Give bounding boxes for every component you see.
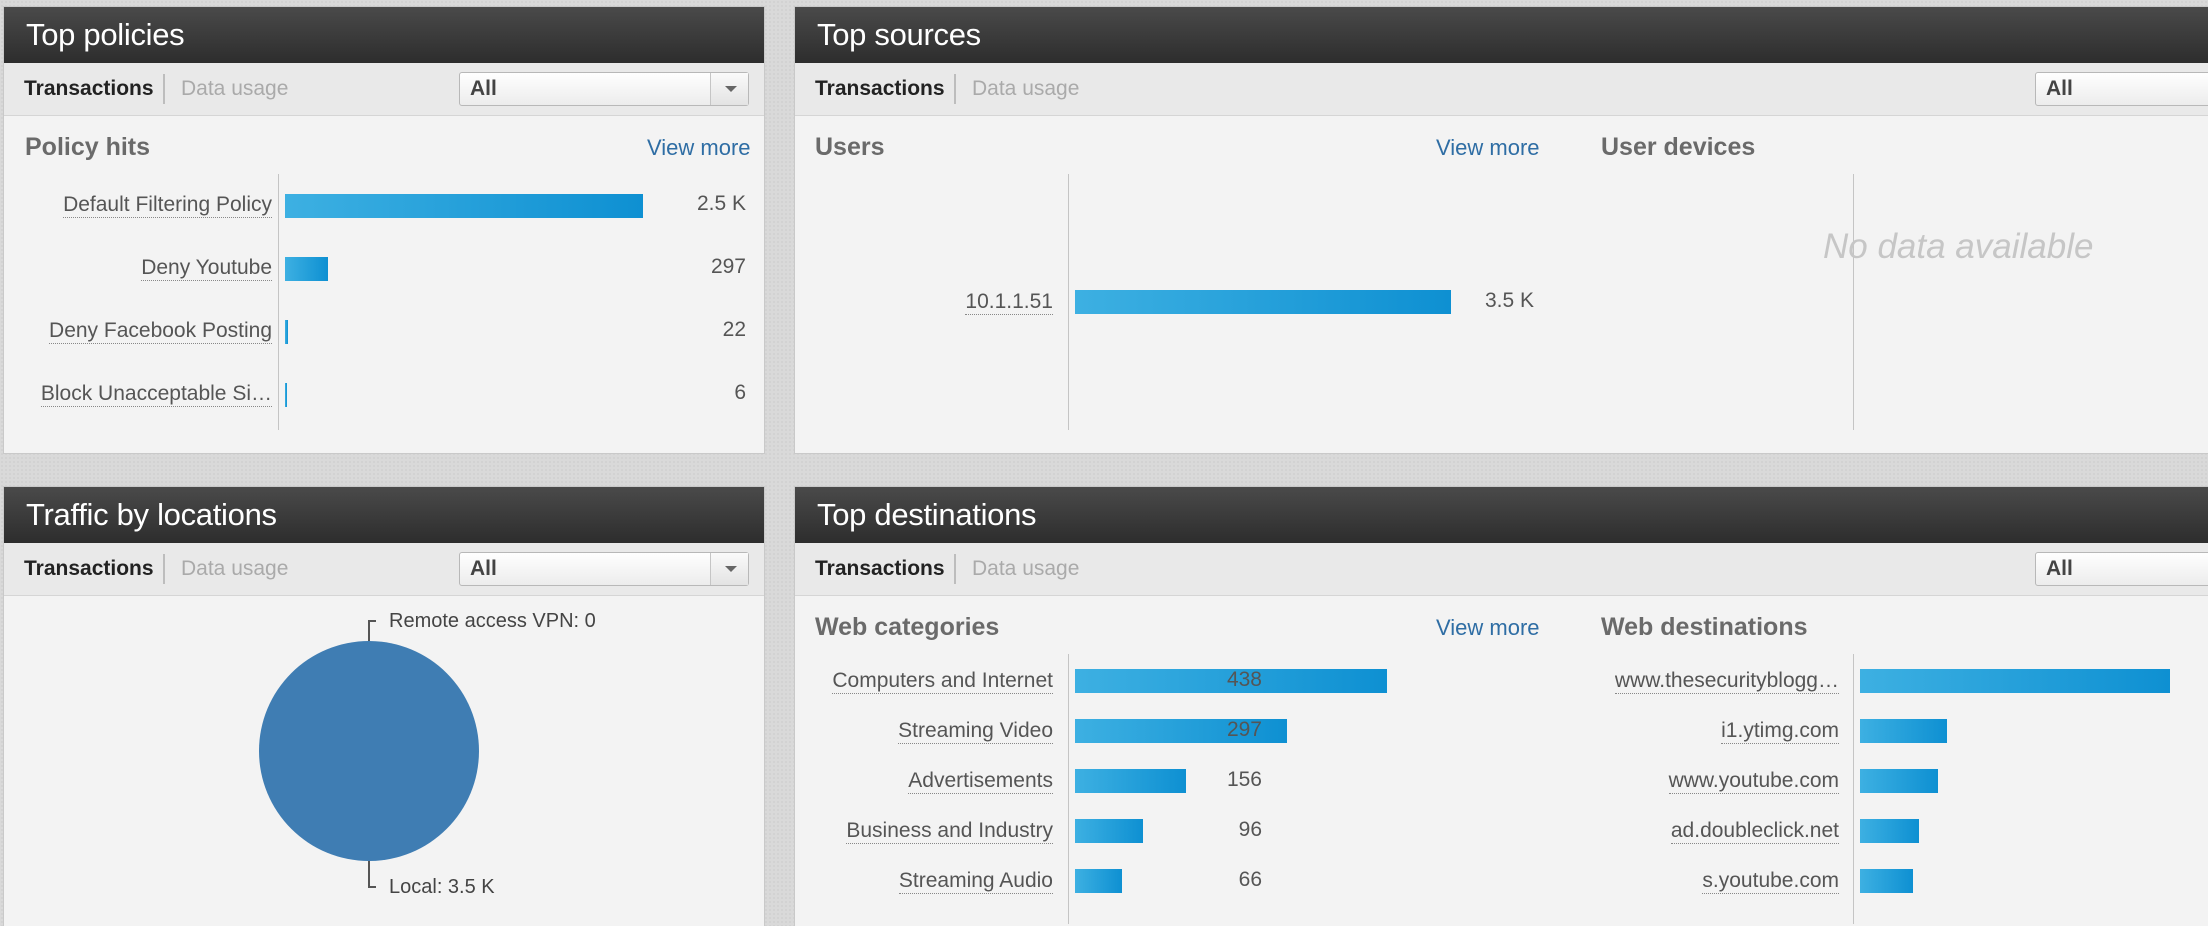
tab-data-usage[interactable]: Data usage xyxy=(181,557,289,580)
category-label[interactable]: Computers and Internet xyxy=(832,669,1053,694)
policy-value: 6 xyxy=(734,381,746,404)
section-title: User devices xyxy=(1601,133,1756,161)
locations-pie-chart xyxy=(259,620,479,888)
policy-value: 297 xyxy=(710,255,746,278)
panel-title: Top sources xyxy=(795,7,2208,63)
category-bar xyxy=(1075,869,1123,893)
tab-transactions[interactable]: Transactions xyxy=(815,554,956,584)
dropdown-value: All xyxy=(470,77,497,100)
dropdown-value: All xyxy=(470,557,497,580)
destination-label[interactable]: s.youtube.com xyxy=(1702,869,1839,894)
category-label[interactable]: Streaming Audio xyxy=(898,869,1053,894)
category-value: 156 xyxy=(1226,768,1262,791)
tab-data-usage[interactable]: Data usage xyxy=(972,557,1080,580)
section-title: Policy hits xyxy=(25,133,151,161)
tab-bar: Transactions Data usage All xyxy=(795,543,2208,596)
destination-label[interactable]: www.thesecurityblogg… xyxy=(1614,669,1839,694)
chart-axis xyxy=(1853,174,1854,430)
filter-dropdown[interactable]: All xyxy=(2035,72,2208,106)
tab-bar: Transactions Data usage All xyxy=(4,63,764,116)
chart-axis xyxy=(278,174,279,430)
policy-label[interactable]: Deny Youtube xyxy=(141,256,272,281)
leader-line xyxy=(368,861,376,888)
policy-bar xyxy=(285,257,328,281)
chevron-down-icon[interactable] xyxy=(710,553,748,585)
chart-axis xyxy=(1068,654,1069,924)
filter-dropdown[interactable]: All xyxy=(459,552,749,586)
category-bar xyxy=(1075,719,1287,743)
chevron-down-icon[interactable] xyxy=(710,73,748,105)
user-bar xyxy=(1075,290,1451,314)
section-title: Users xyxy=(815,133,885,161)
category-bar xyxy=(1075,769,1187,793)
chart-axis xyxy=(1853,654,1854,924)
tab-transactions[interactable]: Transactions xyxy=(24,74,165,104)
destination-bar xyxy=(1860,869,1913,893)
leader-line xyxy=(368,620,376,641)
policy-label[interactable]: Default Filtering Policy xyxy=(63,193,272,218)
view-more-link[interactable]: View more xyxy=(1436,615,1540,640)
filter-dropdown[interactable]: All xyxy=(2035,552,2208,586)
dropdown-value: All xyxy=(2046,77,2073,100)
destination-bar xyxy=(1860,669,2170,693)
tab-data-usage[interactable]: Data usage xyxy=(181,77,289,100)
destination-label[interactable]: ad.doubleclick.net xyxy=(1670,819,1839,844)
user-label[interactable]: 10.1.1.51 xyxy=(965,290,1053,315)
tab-bar: Transactions Data usage All xyxy=(4,543,764,596)
destination-bar xyxy=(1860,819,1919,843)
category-value: 96 xyxy=(1238,818,1262,841)
chart-axis xyxy=(1068,174,1069,430)
policy-value: 22 xyxy=(722,318,746,341)
view-more-link[interactable]: View more xyxy=(647,135,751,160)
panel-title: Top policies xyxy=(4,7,764,63)
panel-title: Traffic by locations xyxy=(4,487,764,543)
category-bar xyxy=(1075,669,1387,693)
filter-dropdown[interactable]: All xyxy=(459,72,749,106)
tab-transactions[interactable]: Transactions xyxy=(24,554,165,584)
tab-bar: Transactions Data usage All xyxy=(795,63,2208,116)
policy-value: 2.5 K xyxy=(696,192,746,215)
category-value: 438 xyxy=(1226,668,1262,691)
top-policies-panel: Top policies Transactions Data usage All… xyxy=(3,6,765,454)
pie-label-remote-vpn: Remote access VPN: 0 xyxy=(389,610,596,632)
destination-bar xyxy=(1860,769,1938,793)
policy-bar xyxy=(285,383,287,407)
policy-label[interactable]: Deny Facebook Posting xyxy=(49,319,272,344)
policy-bar xyxy=(285,320,289,344)
top-destinations-panel: Top destinations Transactions Data usage… xyxy=(794,486,2208,926)
section-title: Web categories xyxy=(815,613,1000,641)
policy-label[interactable]: Block Unacceptable Si… xyxy=(40,382,272,407)
traffic-by-locations-panel: Traffic by locations Transactions Data u… xyxy=(3,486,765,926)
category-value: 297 xyxy=(1226,718,1262,741)
category-label[interactable]: Business and Industry xyxy=(846,819,1053,844)
policy-bar xyxy=(285,194,643,218)
destination-label[interactable]: i1.ytimg.com xyxy=(1721,719,1839,744)
category-bar xyxy=(1075,819,1144,843)
destination-bar xyxy=(1860,719,1947,743)
user-value: 3.5 K xyxy=(1485,289,1535,312)
pie-slice-local[interactable] xyxy=(259,641,479,861)
view-more-link[interactable]: View more xyxy=(1436,135,1540,160)
panel-title: Top destinations xyxy=(795,487,2208,543)
destination-label[interactable]: www.youtube.com xyxy=(1668,769,1839,794)
dropdown-value: All xyxy=(2046,557,2073,580)
pie-label-local: Local: 3.5 K xyxy=(389,876,495,898)
tab-transactions[interactable]: Transactions xyxy=(815,74,956,104)
category-label[interactable]: Advertisements xyxy=(908,769,1053,794)
category-value: 66 xyxy=(1238,868,1262,891)
section-title: Web destinations xyxy=(1601,613,1808,641)
tab-data-usage[interactable]: Data usage xyxy=(972,77,1080,100)
top-sources-panel: Top sources Transactions Data usage All … xyxy=(794,6,2208,454)
no-data-message: No data available xyxy=(1823,227,2094,266)
category-label[interactable]: Streaming Video xyxy=(898,719,1053,744)
